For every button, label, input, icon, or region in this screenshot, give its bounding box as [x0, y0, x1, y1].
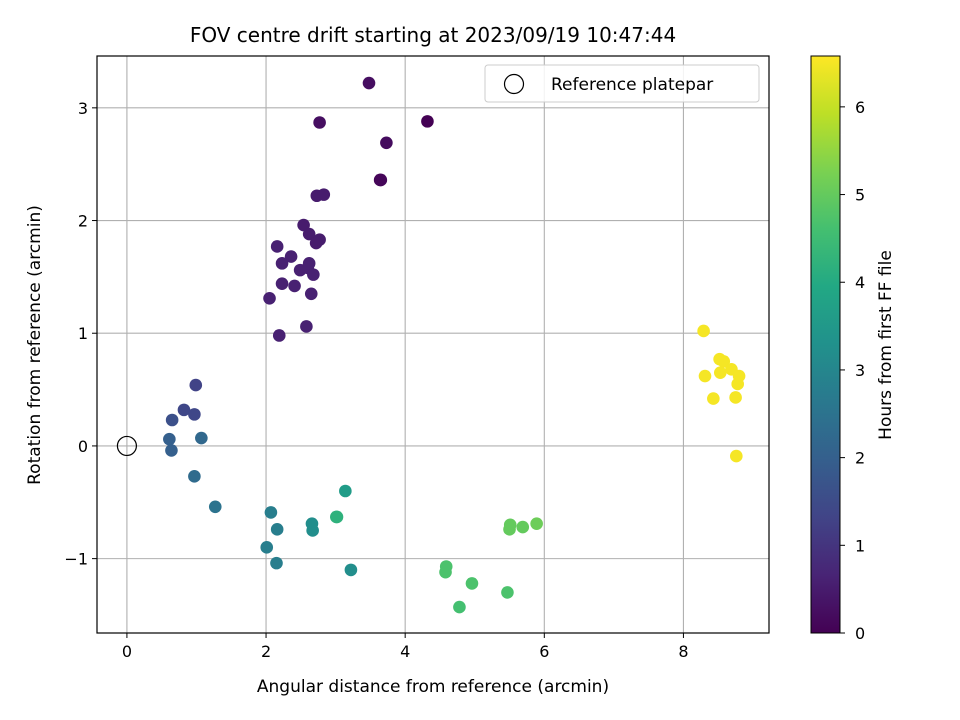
x-axis-ticks: 0 2 4 6 8: [122, 633, 689, 661]
data-point: [530, 517, 543, 530]
colorbar: 0 1 2 3 4 5 6 Hours from first FF file: [810, 55, 896, 643]
grid-lines: [97, 56, 769, 633]
x-tick-label: 0: [122, 642, 132, 661]
data-point: [188, 470, 201, 483]
plot-frame: [96, 55, 770, 634]
data-point: [697, 324, 710, 338]
data-point: [263, 291, 276, 305]
data-point: [300, 320, 313, 333]
data-point: [439, 565, 452, 579]
data-point: [503, 523, 516, 536]
data-point: [195, 431, 208, 445]
data-point: [465, 577, 479, 590]
y-tick-label: 0: [78, 437, 88, 456]
data-point: [165, 413, 179, 427]
y-tick-label: 2: [78, 212, 88, 231]
colorbar-label: Hours from first FF file: [876, 250, 896, 440]
colorbar-tick-label: 3: [855, 361, 865, 380]
data-point: [165, 444, 178, 457]
data-point: [717, 355, 731, 368]
data-point: [374, 173, 388, 187]
colorbar-ticks: 0 1 2 3 4 5 6: [840, 98, 865, 643]
legend-label: Reference platepar: [551, 75, 713, 95]
data-point: [264, 506, 278, 519]
data-point: [344, 563, 358, 577]
data-point: [714, 366, 727, 379]
colorbar-tick-label: 6: [855, 98, 865, 117]
data-point: [270, 523, 284, 536]
data-point: [307, 268, 320, 281]
y-axis-label: Rotation from reference (arcmin): [25, 205, 45, 485]
data-point: [362, 76, 376, 90]
colorbar-tick-label: 2: [855, 449, 865, 468]
data-point: [208, 500, 222, 514]
data-point: [270, 240, 284, 253]
data-point: [421, 115, 434, 128]
colorbar-tick-label: 4: [855, 273, 865, 292]
data-point: [297, 218, 310, 232]
data-point: [260, 541, 274, 554]
legend-box: [484, 64, 760, 103]
data-point: [317, 188, 331, 201]
data-point: [275, 277, 289, 290]
data-point: [730, 449, 743, 463]
data-point: [177, 403, 191, 417]
data-point: [501, 586, 514, 599]
scatter-points: [163, 76, 746, 614]
data-point: [304, 287, 318, 301]
data-point: [302, 227, 316, 241]
legend-reference-marker: [503, 73, 525, 95]
chart-title: FOV centre drift starting at 2023/09/19 …: [190, 23, 676, 47]
data-point: [313, 116, 326, 129]
y-tick-label: −1: [64, 550, 88, 569]
y-tick-label: 3: [78, 99, 88, 118]
data-point: [330, 510, 344, 524]
y-tick-label: 1: [78, 324, 88, 343]
colorbar-tick-label: 1: [855, 536, 865, 555]
colorbar-tick-label: 5: [855, 186, 865, 205]
data-point: [380, 136, 393, 150]
data-point: [707, 392, 720, 405]
data-point: [188, 408, 201, 421]
x-tick-label: 8: [678, 642, 688, 661]
data-point: [339, 484, 352, 498]
data-point: [302, 257, 316, 270]
data-point: [731, 377, 744, 391]
x-tick-label: 2: [261, 642, 271, 661]
data-point: [313, 233, 326, 246]
data-point: [306, 524, 319, 537]
legend: Reference platepar: [484, 64, 760, 103]
data-point: [272, 329, 286, 342]
data-point: [270, 556, 283, 570]
x-tick-label: 6: [539, 642, 549, 661]
x-tick-label: 4: [400, 642, 410, 661]
data-point: [516, 520, 530, 534]
colorbar-gradient: [810, 55, 841, 634]
colorbar-tick-label: 0: [855, 624, 865, 643]
data-point: [163, 432, 176, 446]
data-point: [453, 600, 466, 614]
reference-marker: [116, 435, 138, 457]
data-point: [275, 257, 289, 270]
x-axis-label: Angular distance from reference (arcmin): [257, 677, 609, 697]
data-point: [288, 279, 301, 293]
data-point: [698, 369, 712, 383]
data-point: [284, 250, 298, 263]
y-axis-ticks: −1 0 1 2 3: [64, 99, 97, 569]
reference-point: [116, 435, 138, 457]
data-point: [729, 391, 742, 404]
data-point: [189, 378, 203, 392]
